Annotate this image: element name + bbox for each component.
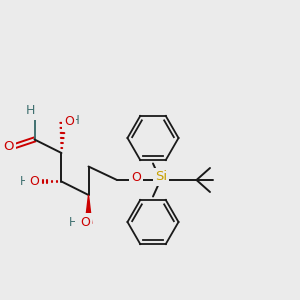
Text: -: - (27, 174, 32, 187)
Text: O: O (131, 171, 141, 184)
Polygon shape (85, 195, 92, 224)
Text: H: H (70, 113, 80, 127)
Text: H: H (69, 215, 78, 229)
Text: -: - (77, 214, 82, 228)
Text: O: O (64, 115, 74, 128)
Text: O: O (29, 175, 39, 188)
Text: H: H (25, 104, 35, 118)
Text: O: O (4, 140, 14, 153)
Text: O: O (80, 215, 90, 229)
Text: Si: Si (155, 170, 167, 184)
Text: H: H (20, 175, 28, 188)
